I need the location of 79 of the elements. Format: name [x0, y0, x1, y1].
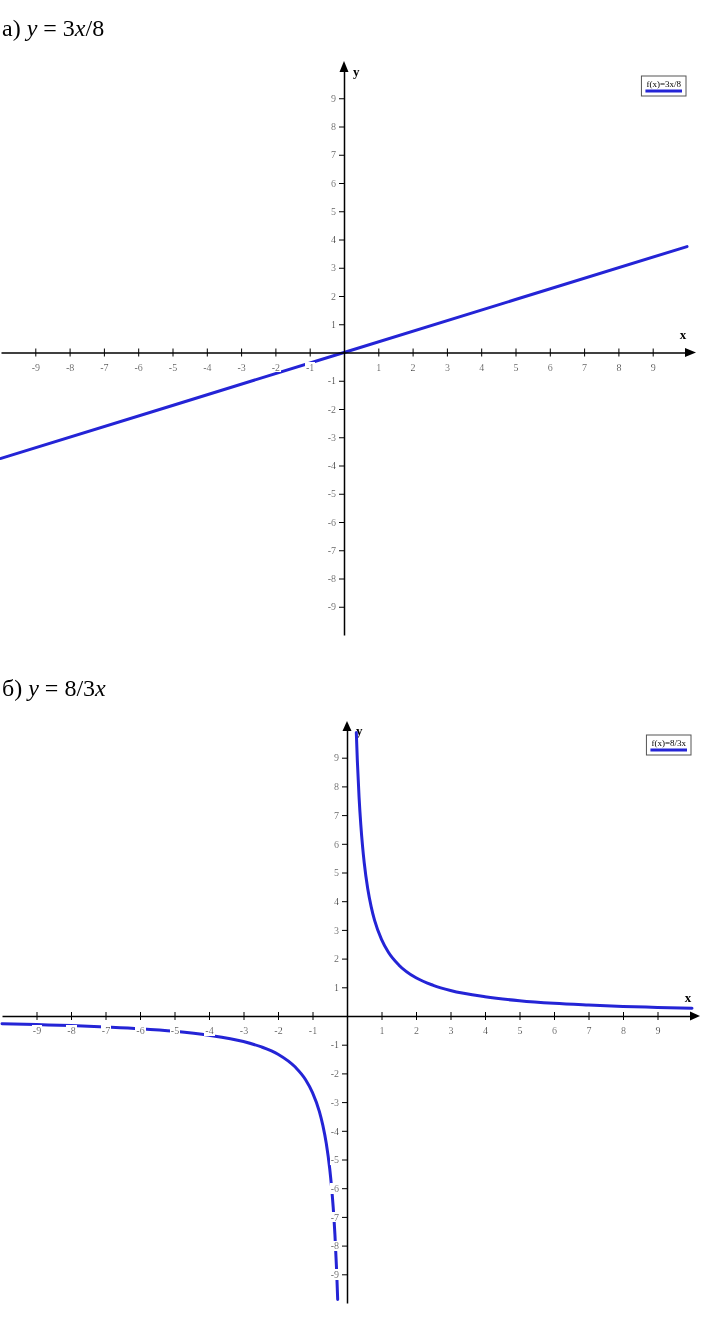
text: f(x)=3x/8: [646, 79, 682, 89]
y-tick-label: -3: [327, 431, 336, 443]
x-tick-label: 2: [414, 1025, 419, 1037]
x-tick-label: -8: [65, 361, 75, 373]
y-tick-label: -3: [330, 1096, 339, 1108]
x-axis-title: x: [679, 326, 687, 342]
x-tick-label: -9: [32, 1025, 42, 1037]
y-tick-label: -6: [327, 516, 336, 528]
x-tick-label: -7: [101, 1025, 111, 1037]
y-tick-label: -5: [327, 488, 336, 500]
y-tick-label: -9: [330, 1269, 339, 1280]
x-tick-label: 6: [547, 361, 553, 373]
y-axis-title: y: [353, 64, 360, 79]
x-tick-label: 4: [483, 1025, 488, 1037]
y-tick-label: 5: [334, 867, 339, 879]
chart-title: б) y = 8/3x: [2, 675, 107, 701]
y-tick-label: 4: [331, 234, 336, 246]
y-tick-label: -4: [327, 460, 336, 472]
x-tick-label: 9: [650, 361, 656, 373]
x-tick-label: 6: [552, 1025, 557, 1037]
y-tick-label: -6: [330, 1182, 339, 1194]
x-tick-label: 9: [655, 1025, 661, 1037]
y-tick-label: -7: [327, 544, 336, 556]
y-tick-label: 2: [334, 953, 339, 965]
y-tick-label: -2: [327, 403, 336, 415]
x-tick-label: 8: [621, 1025, 626, 1037]
y-tick-label: 6: [334, 838, 339, 850]
y-tick-label: 4: [334, 895, 339, 907]
x-tick-label: 3: [448, 1025, 454, 1037]
x-tick-label: -8: [67, 1025, 76, 1037]
x-tick-label: -3: [239, 1025, 249, 1037]
x-tick-label: -7: [100, 361, 109, 373]
y-tick-label: 8: [334, 781, 339, 793]
x-tick-label: -5: [170, 1025, 180, 1037]
x-tick-label: -9: [31, 361, 40, 373]
x-tick-label: 1: [379, 1025, 385, 1037]
x-tick-label: 7: [586, 1025, 592, 1037]
y-tick-label: 1: [334, 982, 339, 993]
x-tick-label: -6: [134, 361, 143, 373]
x-tick-label: -1: [306, 361, 315, 373]
x-tick-label: -1: [308, 1025, 318, 1037]
y-tick-label: 9: [331, 92, 336, 104]
y-tick-label: 9: [334, 752, 339, 764]
y-tick-label: 1: [331, 318, 336, 330]
x-tick-label: -3: [237, 361, 246, 373]
y-tick-label: 8: [331, 121, 336, 133]
y-tick-label: -2: [330, 1068, 339, 1080]
y-tick-label: -1: [327, 375, 336, 387]
x-tick-label: -4: [205, 1025, 214, 1037]
x-tick-label: 5: [513, 361, 519, 373]
y-tick-label: 7: [331, 149, 336, 161]
y-tick-label: -8: [327, 573, 336, 585]
x-tick-label: -2: [271, 361, 281, 373]
y-tick-label: -8: [330, 1240, 339, 1252]
x-tick-label: 3: [444, 361, 450, 373]
y-tick-label: -7: [330, 1211, 339, 1223]
x-tick-label: -2: [274, 1025, 283, 1037]
x-tick-label: -6: [136, 1025, 145, 1037]
x-tick-label: 8: [616, 361, 622, 373]
y-tick-label: 3: [334, 924, 339, 936]
y-tick-label: 5: [331, 205, 336, 217]
x-tick-label: 1: [376, 361, 382, 373]
y-tick-label: 2: [331, 290, 336, 302]
chart-title: а) y = 3x/8: [2, 15, 105, 41]
y-tick-label: -1: [330, 1039, 339, 1051]
x-tick-label: -4: [203, 361, 212, 373]
y-tick-label: -9: [327, 601, 336, 613]
y-tick-label: -5: [330, 1154, 339, 1166]
text: f(x)=8/3x: [651, 738, 687, 748]
x-tick-label: 4: [479, 361, 485, 373]
y-tick-label: 3: [331, 262, 336, 274]
y-tick-label: 7: [334, 809, 339, 821]
x-tick-label: 2: [410, 361, 416, 373]
x-tick-label: -5: [168, 361, 178, 373]
y-tick-label: 6: [331, 177, 336, 189]
x-tick-label: 5: [517, 1025, 523, 1037]
x-tick-label: 7: [582, 361, 588, 373]
x-axis-title: x: [684, 990, 692, 1005]
y-tick-label: -4: [330, 1125, 339, 1137]
